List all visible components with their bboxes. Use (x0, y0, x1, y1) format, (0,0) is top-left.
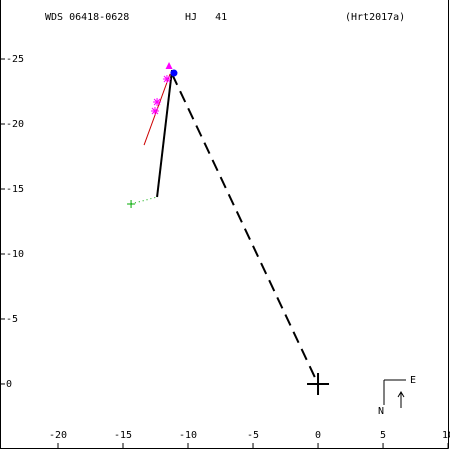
point (170, 69, 178, 77)
track-line (130, 196, 158, 205)
x-tick-label: 0 (315, 430, 321, 441)
point (150, 107, 159, 116)
y-tick-label: -15 (6, 184, 24, 195)
x-tick-label: -10 (179, 430, 197, 441)
star-label: HJ 41 (185, 12, 227, 23)
compass-north: N (378, 406, 384, 417)
track-line (156, 69, 174, 198)
wds-label: WDS 06418-0628 (45, 12, 129, 23)
x-tick-label: 5 (380, 430, 386, 441)
primary-star (307, 372, 330, 395)
y-tick-label: -5 (6, 314, 18, 325)
x-tick-label: -20 (49, 430, 67, 441)
y-tick-label: -25 (6, 54, 24, 65)
y-tick-label: -10 (6, 249, 24, 260)
point (153, 98, 162, 107)
point (165, 62, 173, 70)
x-tick-label: 10 (442, 430, 450, 441)
x-tick-label: -5 (247, 430, 259, 441)
compass-east: E (410, 375, 416, 386)
point (162, 75, 171, 84)
reference-label: (Hrt2017a) (345, 12, 405, 23)
compass (383, 379, 406, 408)
y-tick-label: 0 (6, 379, 12, 390)
y-tick-label: -20 (6, 119, 24, 130)
track-line (171, 73, 319, 385)
x-tick-label: -15 (114, 430, 132, 441)
point (127, 199, 136, 208)
